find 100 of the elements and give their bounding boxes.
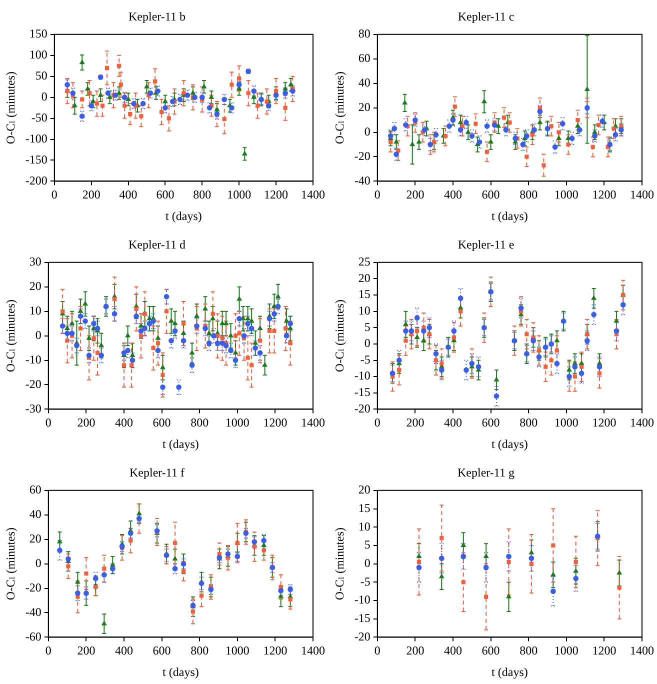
x-axis-title: t (days) xyxy=(162,664,199,679)
y-axis-title: O-Cₗ (minutes) xyxy=(3,300,18,372)
x-tick-label: 1200 xyxy=(592,416,616,430)
x-tick-label: 800 xyxy=(520,644,538,658)
x-tick-label: 1000 xyxy=(227,188,252,202)
y-tick-label: -10 xyxy=(354,368,370,383)
x-tick-label: 0 xyxy=(51,188,58,202)
x-tick-label: 400 xyxy=(444,416,462,430)
x-tick-label: 200 xyxy=(406,644,424,658)
y-tick-label: -20 xyxy=(354,401,370,416)
x-tick-label: 600 xyxy=(152,416,171,430)
x-tick-label: 1000 xyxy=(554,644,578,658)
y-tick-label: -20 xyxy=(354,629,370,644)
y-tick-label: -150 xyxy=(25,152,48,166)
x-tick-label: 1000 xyxy=(554,416,578,430)
x-tick-label: 1200 xyxy=(264,188,288,202)
y-tick-label: 0 xyxy=(364,336,370,350)
x-axis-title: t (days) xyxy=(492,436,528,451)
y-tick-label: 5 xyxy=(364,538,370,552)
y-tick-label: 20 xyxy=(358,100,370,114)
y-tick-label: 0 xyxy=(364,124,370,138)
y-axis-title: O-Cₗ (minutes) xyxy=(3,528,18,600)
x-tick-label: 800 xyxy=(190,644,209,658)
y-tick-label: -5 xyxy=(360,352,370,366)
y-tick-label: -40 xyxy=(25,604,42,619)
y-tick-label: -15 xyxy=(354,385,370,400)
x-tick-label: 1200 xyxy=(263,416,288,430)
y-tick-label: 25 xyxy=(358,254,370,269)
x-tick-label: 1400 xyxy=(301,416,325,430)
x-axis-title: t (days) xyxy=(166,208,202,223)
x-tick-label: 600 xyxy=(482,644,500,658)
chart-title: Kepler-11 f xyxy=(130,465,184,480)
x-tick-label: 1400 xyxy=(630,188,654,202)
y-tick-label: -20 xyxy=(354,148,370,163)
y-tick-label: 0 xyxy=(364,556,370,570)
x-tick-label: 600 xyxy=(152,644,171,658)
chart-title: Kepler-11 e xyxy=(458,237,514,252)
x-tick-label: 1400 xyxy=(630,416,654,430)
y-tick-label: 30 xyxy=(29,254,42,269)
x-tick-label: 1400 xyxy=(301,188,325,202)
y-tick-label: 40 xyxy=(29,507,42,522)
y-tick-label: 20 xyxy=(29,531,42,546)
y-axis-title: O-Cₗ (minutes) xyxy=(332,300,346,372)
y-tick-label: 5 xyxy=(364,320,370,334)
y-tick-label: -5 xyxy=(360,574,370,588)
x-tick-label: 600 xyxy=(482,188,500,202)
chart-title: Kepler-11 g xyxy=(458,465,514,480)
x-tick-label: 800 xyxy=(193,188,212,202)
x-tick-label: 200 xyxy=(77,416,96,430)
x-tick-label: 1200 xyxy=(592,188,616,202)
y-tick-label: 15 xyxy=(358,500,370,515)
chart-title: Kepler-11 d xyxy=(128,237,186,252)
x-tick-label: 200 xyxy=(406,188,424,202)
y-tick-label: 10 xyxy=(29,303,42,318)
x-tick-label: 1000 xyxy=(225,416,250,430)
y-tick-label: -30 xyxy=(25,401,42,416)
chart-title: Kepler-11 c xyxy=(458,9,514,24)
y-tick-label: 0 xyxy=(35,328,42,342)
y-tick-label: -100 xyxy=(25,131,48,146)
x-tick-label: 600 xyxy=(156,188,174,202)
x-tick-label: 400 xyxy=(444,188,462,202)
x-tick-label: 400 xyxy=(114,644,133,658)
y-tick-label: 15 xyxy=(358,287,370,302)
x-tick-label: 400 xyxy=(114,416,133,430)
y-axis-title: O-Cₗ (minutes) xyxy=(332,72,346,144)
y-tick-label: 150 xyxy=(29,26,48,41)
y-axis-title: O-Cₗ (minutes) xyxy=(332,528,346,600)
y-tick-label: -10 xyxy=(25,352,42,366)
x-tick-label: 800 xyxy=(520,188,538,202)
y-tick-label: -20 xyxy=(25,376,42,391)
y-tick-label: 80 xyxy=(358,26,370,41)
x-axis-title: t (days) xyxy=(162,436,199,451)
y-tick-label: 60 xyxy=(358,51,370,66)
y-tick-label: 20 xyxy=(358,482,370,497)
x-tick-label: 200 xyxy=(82,188,100,202)
x-tick-label: 800 xyxy=(190,416,209,430)
x-tick-label: 200 xyxy=(406,416,424,430)
x-axis-title: t (days) xyxy=(492,664,528,679)
y-tick-label: -40 xyxy=(354,173,370,188)
y-tick-label: 40 xyxy=(358,75,370,90)
y-tick-label: 10 xyxy=(358,519,370,534)
y-tick-label: 20 xyxy=(29,279,42,294)
y-tick-label: -15 xyxy=(354,611,370,626)
y-tick-label: -50 xyxy=(31,110,48,124)
x-tick-label: 1200 xyxy=(263,644,288,658)
x-tick-label: 400 xyxy=(444,644,462,658)
x-tick-label: 0 xyxy=(374,416,380,430)
x-tick-label: 600 xyxy=(482,416,500,430)
y-tick-label: 0 xyxy=(41,89,48,104)
x-tick-label: 800 xyxy=(520,416,538,430)
x-tick-label: 1400 xyxy=(630,644,654,658)
y-tick-label: 20 xyxy=(358,270,370,285)
y-tick-label: -20 xyxy=(25,580,42,594)
y-tick-label: -200 xyxy=(25,173,48,188)
x-axis-title: t (days) xyxy=(492,208,528,223)
y-tick-label: 60 xyxy=(29,482,42,497)
y-tick-label: 10 xyxy=(358,303,370,318)
y-tick-label: 50 xyxy=(35,68,48,82)
y-axis-title: O-Cₗ (minutes) xyxy=(3,72,18,144)
x-tick-label: 400 xyxy=(119,188,138,202)
